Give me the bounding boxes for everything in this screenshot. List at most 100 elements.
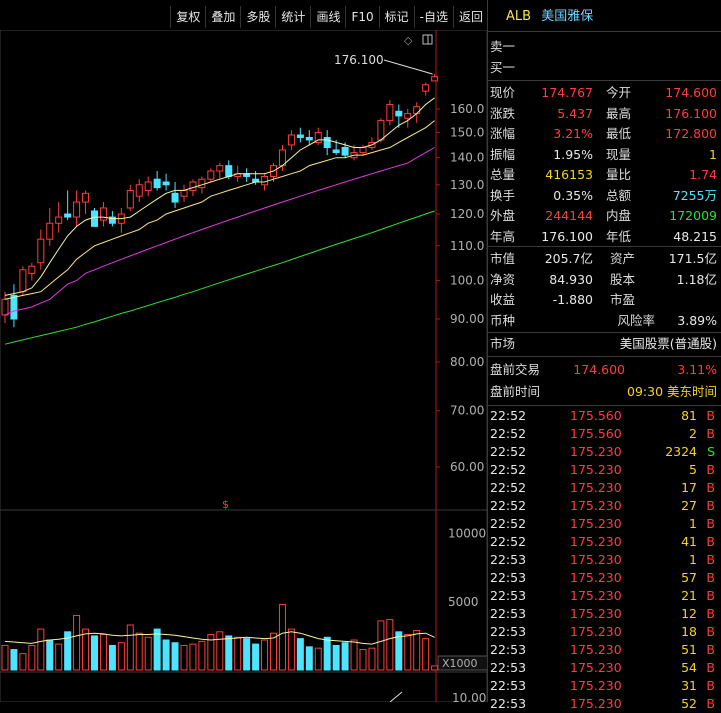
tick-volume: 57 xyxy=(681,570,697,585)
toolbar-button-5[interactable]: F10 xyxy=(345,6,378,28)
quote-label: 外盘 xyxy=(490,208,516,223)
kline-chart[interactable]: 160.0 150.0 140.0 130.0 120.0 110.0 100.0 90.00… xyxy=(0,29,489,705)
tick-time: 22:52 xyxy=(490,408,527,423)
price-tick-label: 150.0 xyxy=(450,126,484,140)
tick-row: 22:53 175.230 31 B xyxy=(488,677,721,695)
volume-bar xyxy=(422,638,430,671)
toolbar-button-6[interactable]: 标记 xyxy=(378,6,414,28)
tick-row: 22:52 175.560 81 B xyxy=(488,407,721,425)
candle-body xyxy=(189,181,197,191)
toolbar-button-4[interactable]: 画线 xyxy=(310,6,345,28)
candle-body xyxy=(1,298,9,316)
quote-value: 5.437 xyxy=(557,105,593,121)
quote-label: 现量 xyxy=(606,146,632,162)
finance-value: 171.5亿 xyxy=(668,251,717,266)
moving-average-line xyxy=(4,120,435,300)
quote-label: 年低 xyxy=(606,228,632,244)
tick-time: 22:52 xyxy=(490,534,527,549)
price-tick-label: 110.0 xyxy=(450,239,484,253)
volume-bar xyxy=(64,631,72,671)
candle-body xyxy=(91,210,98,227)
tick-side: B xyxy=(706,462,715,477)
quote-label: 总额 xyxy=(606,187,632,203)
candle-body xyxy=(314,132,322,143)
quote-label: 最高 xyxy=(606,105,632,121)
price-tick-label: 60.00 xyxy=(450,460,484,474)
tick-row: 22:53 175.230 57 B xyxy=(488,569,721,587)
candle-body xyxy=(19,269,27,293)
toolbar-button-8[interactable]: 返回 xyxy=(452,6,488,28)
candle-body xyxy=(46,222,54,240)
quote-row: 涨跌 5.437 最高 176.100 xyxy=(488,105,721,123)
tick-volume: 18 xyxy=(681,624,697,639)
divider xyxy=(488,332,721,333)
quote-label: 总量 xyxy=(490,167,516,182)
tick-side: B xyxy=(706,480,715,495)
tick-time: 22:53 xyxy=(490,570,527,585)
volume-bar xyxy=(252,643,260,671)
tick-side: S xyxy=(707,444,715,459)
quote-row: 现价 174.767 今开 174.600 xyxy=(488,84,721,102)
toolbar-button-7[interactable]: -自选 xyxy=(413,6,453,28)
volume-bar xyxy=(126,624,134,671)
volume-bar xyxy=(261,639,269,671)
diamond-icon: ◇ xyxy=(404,34,413,47)
tick-row: 22:53 175.230 51 B xyxy=(488,641,721,659)
tick-volume: 1 xyxy=(689,552,697,567)
finance-row: 净资 84.930 股本 1.18亿 xyxy=(488,271,721,289)
tick-volume: 52 xyxy=(681,696,697,711)
tick-side: B xyxy=(706,516,715,531)
toolbar-button-0[interactable]: 复权 xyxy=(170,6,205,28)
tick-time: 22:52 xyxy=(490,426,527,441)
chart-toolbar: 复权 叠加 多股 统计 画线 F10 标记 -自选 返回 xyxy=(0,6,488,28)
chart-frame xyxy=(0,29,488,703)
premarket-time-row: 盘前时间 09:30 美东时间 xyxy=(488,383,721,401)
tick-price: 175.230 xyxy=(570,552,622,567)
toolbar-button-2[interactable]: 多股 xyxy=(240,6,275,28)
toolbar-button-1[interactable]: 叠加 xyxy=(205,6,240,28)
tick-price: 175.230 xyxy=(570,588,622,603)
candle-body xyxy=(64,213,72,218)
divider xyxy=(488,80,721,81)
quote-row: 年高 176.100 年低 48.215 xyxy=(488,228,721,246)
finance-row: 币种 风险率 3.89% xyxy=(488,312,721,330)
quote-label: 年高 xyxy=(490,228,516,244)
volume-bar xyxy=(144,636,152,671)
tick-row: 22:52 175.230 27 B xyxy=(488,497,721,515)
tick-row: 22:53 175.230 18 B xyxy=(488,623,721,641)
tick-time: 22:53 xyxy=(490,660,527,675)
quote-value: 416153 xyxy=(545,167,593,182)
quote-value: 1.74 xyxy=(689,167,717,182)
divider xyxy=(488,356,721,357)
finance-label: 资产 xyxy=(609,251,635,266)
stock-symbol: ALB xyxy=(506,9,532,24)
stock-name: 美国雅保 xyxy=(541,9,594,24)
volume-bar xyxy=(431,665,439,671)
volume-bar xyxy=(225,635,233,671)
tick-price: 175.230 xyxy=(570,606,622,621)
high-price-annotation: 176.100 xyxy=(334,53,384,67)
volume-bar xyxy=(216,631,224,671)
volume-bar xyxy=(46,639,54,671)
tick-volume: 1 xyxy=(689,516,697,531)
finance-row: 收益 -1.880 市盈 xyxy=(488,291,721,309)
volume-bar xyxy=(386,619,394,671)
quote-value: 0.35% xyxy=(553,187,593,203)
premarket-row: 盘前交易 174.600 3.11% xyxy=(488,361,721,379)
quote-value: 48.215 xyxy=(673,228,717,244)
finance-row: 市值 205.7亿 资产 171.5亿 xyxy=(488,250,721,268)
volume-bar xyxy=(171,642,179,671)
toolbar-button-3[interactable]: 统计 xyxy=(275,6,310,28)
price-tick-label: 80.00 xyxy=(450,355,484,369)
tick-time: 22:53 xyxy=(490,642,527,657)
volume-tick-label: 5000 xyxy=(448,595,479,609)
tick-side: B xyxy=(706,696,715,711)
tick-row: 22:53 175.230 54 B xyxy=(488,659,721,677)
candle-body xyxy=(135,184,143,197)
volume-bar xyxy=(350,639,358,671)
tick-price: 175.560 xyxy=(570,426,622,441)
volume-bar xyxy=(323,636,331,671)
premarket-time-label: 盘前时间 xyxy=(490,384,541,399)
volume-bar xyxy=(99,634,107,671)
candle-body xyxy=(153,178,161,189)
